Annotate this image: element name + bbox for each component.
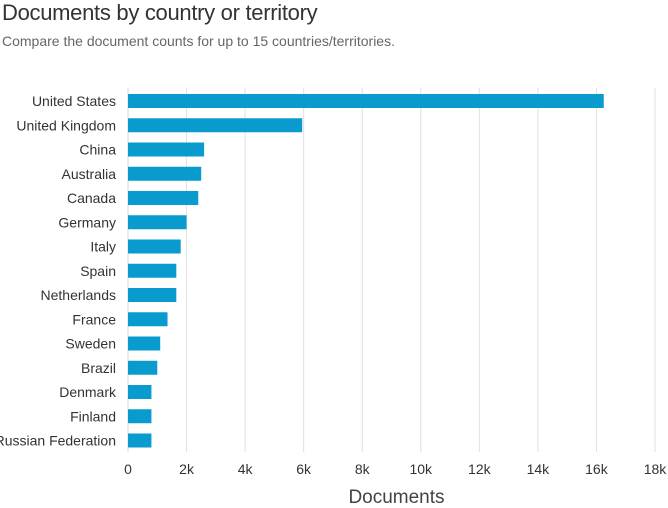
category-label: Spain: [80, 263, 116, 279]
category-label: Netherlands: [41, 287, 117, 303]
category-label: Italy: [90, 239, 116, 255]
bar[interactable]: [128, 312, 168, 327]
category-label: Brazil: [81, 360, 116, 376]
chart-subtitle: Compare the document counts for up to 15…: [2, 33, 395, 49]
bar[interactable]: [128, 239, 181, 254]
x-axis-title: Documents: [348, 487, 444, 508]
x-tick-label: 4k: [238, 461, 254, 477]
bar[interactable]: [128, 360, 158, 375]
bar[interactable]: [128, 191, 199, 205]
category-label: Finland: [70, 408, 116, 424]
chart-title: Documents by country or territory: [2, 0, 318, 25]
category-label: Canada: [67, 190, 116, 206]
bar[interactable]: [128, 166, 202, 181]
x-tick-label: 18k: [644, 461, 668, 477]
category-label: Russian Federation: [0, 433, 116, 449]
x-tick-label: 10k: [409, 461, 433, 477]
x-tick-label: 8k: [355, 461, 371, 477]
category-label: Australia: [62, 166, 117, 182]
category-label: Denmark: [59, 384, 117, 400]
category-label: United Kingdom: [16, 117, 116, 133]
bar[interactable]: [128, 288, 177, 302]
grid-lines: [127, 88, 656, 452]
bars: [128, 94, 604, 448]
category-labels: United States United Kingdom China Australi…: [0, 93, 117, 449]
bar[interactable]: [128, 433, 152, 448]
category-label: United States: [32, 93, 116, 109]
bar[interactable]: [128, 215, 187, 230]
x-tick-label: 12k: [468, 461, 492, 477]
category-label: China: [79, 142, 116, 158]
x-tick-labels: 0 2k 4k 6k 8k 10k 12k 14k 16k 18k: [124, 461, 667, 477]
bar[interactable]: [128, 94, 604, 108]
category-label: Sweden: [65, 336, 116, 352]
bar[interactable]: [128, 142, 205, 157]
bar[interactable]: [128, 336, 161, 351]
bar[interactable]: [128, 263, 177, 278]
category-label: Germany: [58, 214, 116, 230]
bar[interactable]: [128, 118, 303, 133]
x-tick-label: 6k: [296, 461, 312, 477]
bar[interactable]: [128, 385, 152, 399]
bar[interactable]: [128, 409, 152, 424]
x-tick-label: 14k: [527, 461, 551, 477]
x-tick-label: 16k: [585, 461, 609, 477]
x-tick-label: 2k: [179, 461, 195, 477]
x-tick-label: 0: [124, 461, 132, 477]
category-label: France: [72, 311, 116, 327]
